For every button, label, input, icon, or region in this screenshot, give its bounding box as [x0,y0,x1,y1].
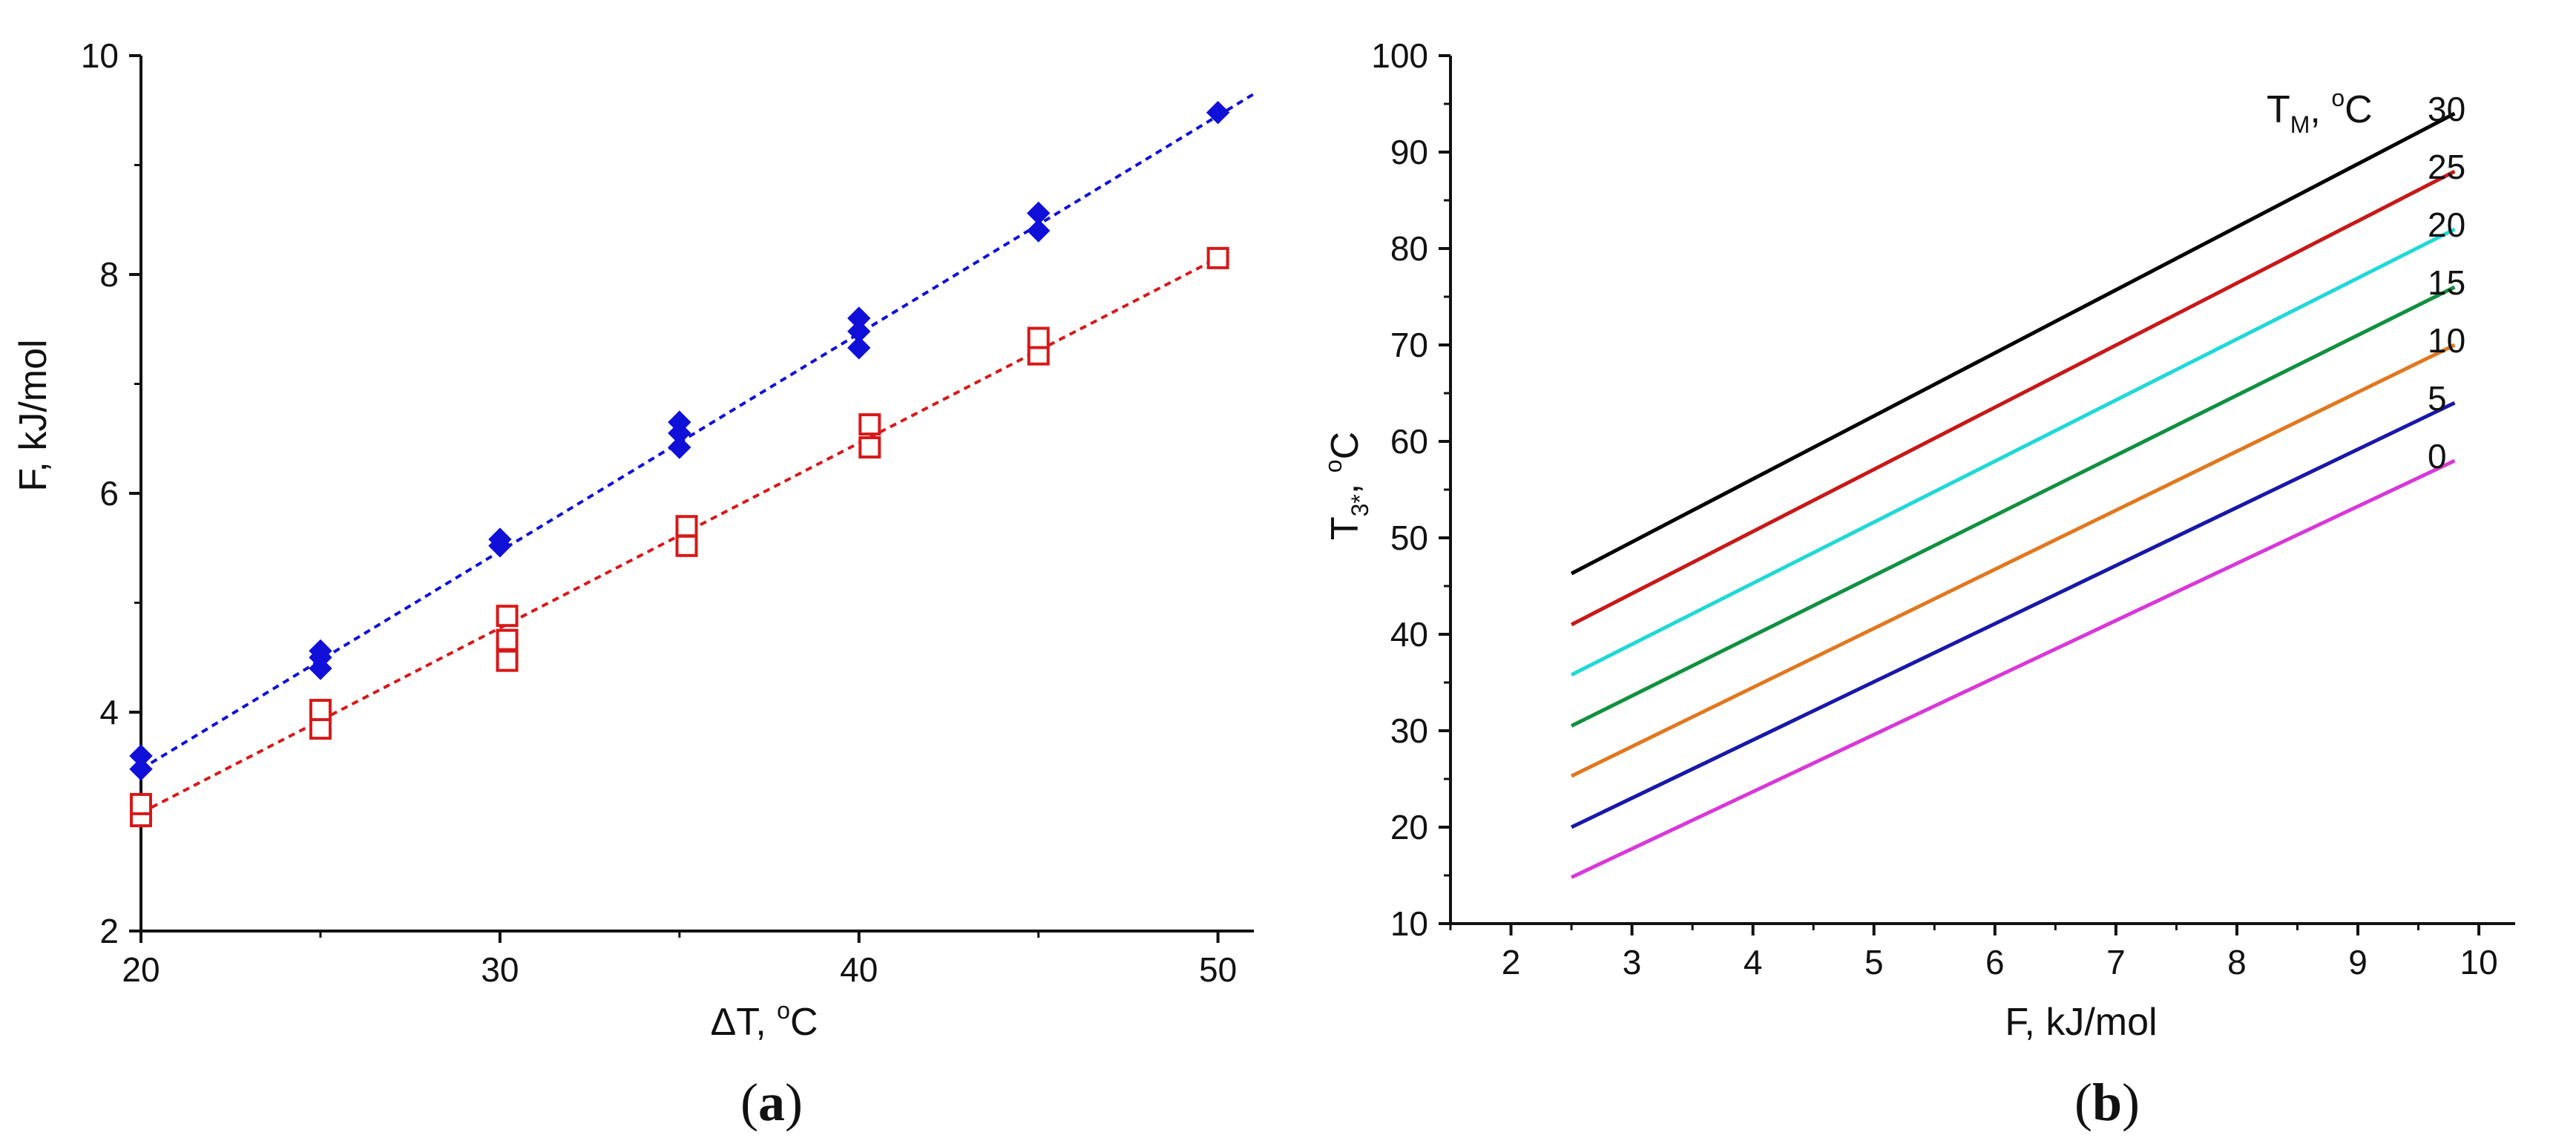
diamond-point [668,410,691,434]
diamond-point [847,306,871,330]
panel-b-y-tick-label: 80 [1390,229,1428,268]
panel-b-legend: 30 25 20 15 10 5 0 [2428,90,2465,476]
panel-b-axes [1439,54,2515,935]
series-label-20: 20 [2428,205,2465,244]
square-point [675,515,698,538]
series-line-10 [1570,343,2456,778]
panel-b-y-tick-label: 60 [1390,422,1428,461]
panel-a-data-points [129,100,1230,828]
panel-a-y-tick-label: 6 [99,474,119,513]
panel-b-y-tick-label: 70 [1390,326,1428,364]
square-point [309,699,332,722]
square-point [496,649,519,672]
series-label-0: 0 [2428,437,2447,476]
panel-b-x-tick-label: 7 [2106,943,2126,981]
panel-a-x-tick-label: 50 [1199,950,1237,989]
panel-b-y-tick-label: 10 [1390,904,1428,943]
panel-b-x-axis-title: F, kJ/mol [2005,1001,2157,1044]
series-label-5: 5 [2428,379,2447,418]
diamond-point [1026,219,1051,243]
panel-a-label: (a) [740,1073,803,1132]
panel-b-y-tick-label: 100 [1371,36,1428,75]
panel-a-y-axis-title: F, kJ/mol [12,339,55,491]
square-point [858,436,881,459]
diamond-point [847,319,871,343]
series-label-10: 10 [2428,321,2465,360]
panel-b-x-tick-label: 4 [1744,943,1763,981]
diamond-point [488,527,512,551]
panel-b-series-lines [1570,111,2456,879]
square-point [496,628,519,651]
square-point [130,792,152,815]
square-point [1027,326,1050,349]
panel-b-x-tick-label: 5 [1864,943,1884,981]
series-line-20 [1570,227,2456,677]
panel-a-y-tick-label: 2 [99,912,119,950]
series-line-25 [1570,169,2456,627]
diamond-point [847,336,871,360]
panel-b-y-axis-title: T3*, oC [1320,432,1373,540]
series-line-15 [1570,285,2456,728]
panel-a-x-tick-label: 30 [481,950,519,989]
panel-a-y-tick-label: 4 [99,693,119,731]
series-line-30 [1570,111,2456,576]
panel-b-x-tick-label: 9 [2348,943,2368,981]
diamond-point [668,435,691,459]
panel-a-fit-line-0 [139,92,1255,771]
panel-a-x-axis-title: ΔT, oC [711,997,818,1044]
panel-b-x-tick-label: 10 [2460,943,2497,981]
square-point [1206,246,1229,269]
panel-b-x-tick-label: 3 [1623,943,1642,981]
square-point [675,534,698,557]
square-point [496,605,519,628]
panel-b-x-tick-label: 8 [2227,943,2247,981]
panel-b-y-tick-label: 50 [1390,519,1428,557]
square-point [309,717,332,740]
square-point [858,413,881,436]
panel-a-y-tick-label: 10 [81,36,119,75]
diamond-point [129,757,153,781]
diamond-point [129,744,153,768]
panel-b-y-tick-label: 40 [1390,615,1428,654]
series-label-15: 15 [2428,263,2465,302]
panel-a-tick-labels: 20 30 40 50 2 4 6 8 10 [81,36,1237,989]
panel-b-y-tick-label: 30 [1390,711,1428,750]
series-label-25: 25 [2428,148,2465,186]
panel-b-legend-title: TM, oC [2267,85,2373,138]
diamond-point [1026,201,1051,226]
panel-b-label: (b) [2074,1073,2140,1132]
series-line-5 [1570,401,2456,829]
panel-a-x-tick-label: 20 [122,950,160,989]
diamond-point [309,639,332,663]
panel-a-y-tick-label: 8 [99,255,119,294]
panel-a-chart: 20 30 40 50 2 4 6 8 10 F, kJ/mol ΔT, oC (a) [12,36,1255,1132]
panel-a-axes [129,54,1254,943]
series-label-30: 30 [2428,90,2465,128]
panel-a-fit-lines [139,92,1255,815]
panel-a-x-tick-label: 40 [840,950,878,989]
series-line-0 [1571,458,2456,879]
panel-b-x-tick-label: 2 [1502,943,1521,981]
panel-b-x-tick-label: 6 [1985,943,2005,981]
diamond-point [1206,100,1230,125]
panel-b-y-tick-label: 90 [1390,133,1428,171]
panel-b-y-tick-label: 20 [1390,808,1428,846]
